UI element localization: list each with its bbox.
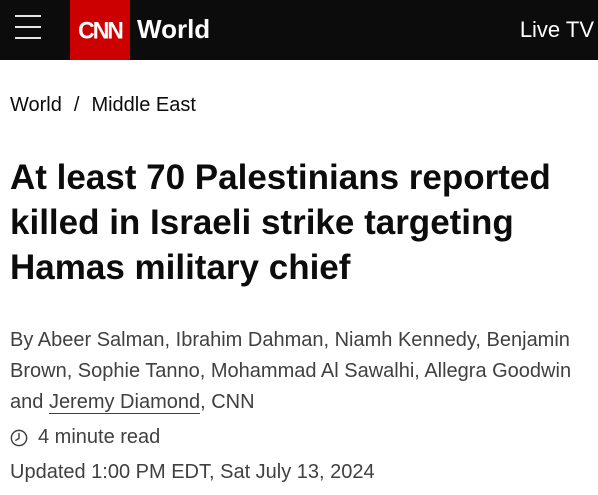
updated-timestamp: Updated 1:00 PM EDT, Sat July 13, 2024 [10, 461, 375, 483]
logo-text: CNN [78, 15, 124, 44]
cnn-logo[interactable]: CNN [70, 0, 130, 60]
article-byline: By Abeer Salman, Ibrahim Dahman, Niamh K… [10, 325, 590, 418]
clock-icon [10, 429, 28, 446]
read-time-label: 4 minute read [38, 426, 161, 448]
live-tv-link[interactable]: Live TV [519, 17, 594, 42]
byline-source: , CNN [200, 391, 255, 413]
breadcrumb: World / Middle East [10, 94, 196, 117]
site-header: CNN World Live TV [0, 0, 598, 60]
breadcrumb-separator: / [73, 94, 80, 116]
breadcrumb-world-link[interactable]: World [10, 94, 62, 116]
hamburger-menu-icon[interactable] [15, 15, 41, 39]
byline-authors: By Abeer Salman, Ibrahim Dahman, Niamh K… [10, 329, 572, 413]
breadcrumb-middle-east-link[interactable]: Middle East [91, 94, 196, 116]
author-link-jeremy-diamond[interactable]: Jeremy Diamond [48, 391, 201, 414]
article-headline: At least 70 Palestinians reported killed… [10, 158, 551, 287]
section-title-link[interactable]: World [137, 14, 211, 44]
read-time: 4 minute read [10, 426, 160, 449]
